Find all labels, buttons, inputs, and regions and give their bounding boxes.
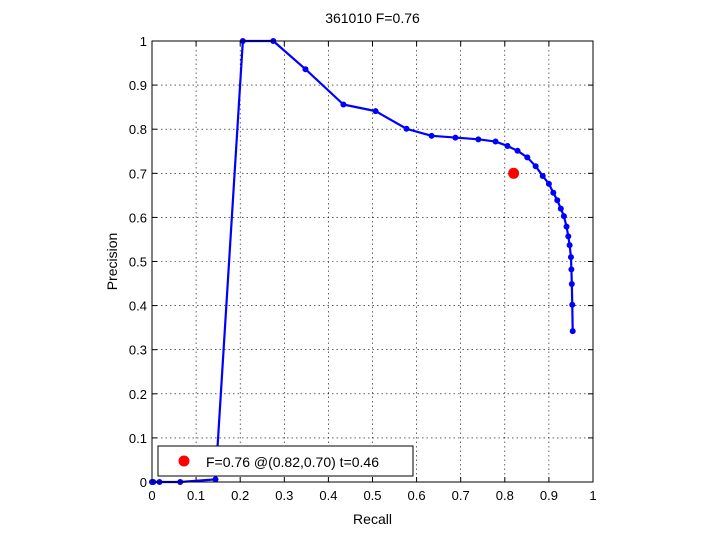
- series-point: [550, 189, 557, 196]
- series-point: [568, 280, 575, 287]
- x-tick-label: 0.2: [231, 488, 249, 503]
- y-tick-label: 0.7: [129, 166, 147, 181]
- series-point: [524, 154, 531, 161]
- series-point: [569, 328, 576, 335]
- legend-box: [157, 445, 414, 477]
- series-point: [475, 136, 482, 143]
- series-point: [428, 132, 435, 139]
- legend-label: F=0.76 @(0.82,0.70) t=0.46: [206, 454, 379, 470]
- x-tick-label: 1: [589, 488, 596, 503]
- grid-lines: [152, 41, 593, 482]
- series-point: [566, 242, 573, 249]
- series-point: [557, 205, 564, 212]
- series-point: [563, 223, 570, 230]
- y-tick-labels: 0 0.1 0.2 0.3 0.4 0.5 0.6 0.7 0.8 0.9 1: [129, 34, 147, 490]
- y-tick-label: 0.8: [129, 122, 147, 137]
- series-point: [340, 101, 347, 108]
- y-axis-label: Precision: [104, 233, 120, 291]
- series-point: [565, 233, 572, 240]
- series-point: [539, 172, 546, 179]
- x-tick-label: 0.6: [408, 488, 426, 503]
- y-tick-label: 0.2: [129, 387, 147, 402]
- y-tick-label: 0.4: [129, 299, 147, 314]
- series-point: [504, 142, 511, 149]
- series-point: [554, 197, 561, 204]
- legend-marker: [178, 455, 190, 467]
- x-tick-label: 0: [148, 488, 155, 503]
- x-tick-label: 0.1: [187, 488, 205, 503]
- x-tick-label: 0.9: [540, 488, 558, 503]
- y-tick-label: 0.6: [129, 210, 147, 225]
- y-tick-label: 0: [140, 475, 147, 490]
- series-point: [212, 476, 219, 483]
- series-point: [452, 134, 459, 141]
- chart-title: 361010 F=0.76: [325, 10, 420, 26]
- y-tick-label: 0.3: [129, 343, 147, 358]
- x-axis-label: Recall: [353, 511, 392, 527]
- x-tick-label: 0.3: [275, 488, 293, 503]
- series-point: [560, 213, 567, 220]
- series-point: [568, 266, 575, 273]
- y-tick-label: 0.1: [129, 431, 147, 446]
- best-f-point: [508, 167, 520, 179]
- y-tick-label: 0.5: [129, 255, 147, 270]
- series-point: [302, 66, 309, 73]
- series-point: [532, 163, 539, 170]
- series-point: [567, 254, 574, 261]
- series-point: [569, 301, 576, 308]
- x-tick-label: 0.7: [452, 488, 470, 503]
- series-point: [372, 108, 379, 115]
- y-tick-label: 0.9: [129, 78, 147, 93]
- x-tick-label: 0.8: [496, 488, 514, 503]
- y-tick-label: 1: [140, 34, 147, 49]
- legend: F=0.76 @(0.82,0.70) t=0.46: [157, 445, 414, 477]
- series-point: [545, 180, 552, 187]
- series-point: [492, 138, 499, 145]
- series-point: [403, 125, 410, 132]
- series-point: [514, 147, 521, 154]
- x-tick-label: 0.5: [363, 488, 381, 503]
- x-tick-label: 0.4: [319, 488, 337, 503]
- plot-frame: [151, 40, 594, 483]
- x-tick-labels: 0 0.1 0.2 0.3 0.4 0.5 0.6 0.7 0.8 0.9 1: [148, 488, 596, 503]
